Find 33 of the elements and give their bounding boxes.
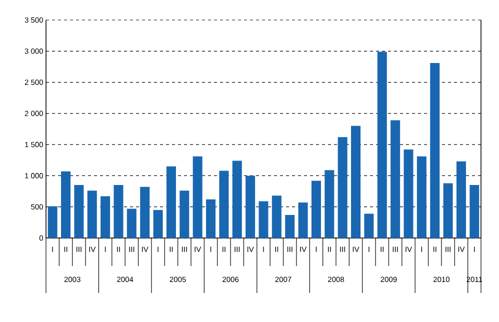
bar bbox=[404, 150, 414, 238]
bar bbox=[206, 199, 216, 238]
bar bbox=[351, 126, 361, 238]
bar bbox=[153, 210, 163, 238]
bar bbox=[232, 160, 242, 238]
bar bbox=[338, 137, 348, 238]
bar bbox=[48, 206, 58, 238]
bar bbox=[311, 180, 321, 238]
bar bbox=[192, 156, 202, 238]
bar bbox=[285, 214, 295, 238]
bar bbox=[74, 185, 84, 238]
bar bbox=[140, 186, 150, 238]
bar bbox=[430, 62, 440, 238]
bar bbox=[114, 185, 124, 238]
bar bbox=[219, 170, 229, 238]
bar bbox=[87, 190, 97, 238]
bar bbox=[272, 196, 282, 238]
bar bbox=[456, 161, 466, 238]
bar bbox=[258, 201, 268, 238]
bar bbox=[166, 166, 176, 238]
bar bbox=[443, 183, 453, 238]
bar bbox=[298, 202, 308, 238]
bar bbox=[416, 156, 426, 238]
bar bbox=[324, 170, 334, 238]
bar bbox=[126, 208, 136, 238]
bar bbox=[246, 176, 256, 238]
bar bbox=[100, 196, 110, 238]
bar bbox=[390, 120, 400, 238]
bar bbox=[470, 185, 480, 238]
bar bbox=[180, 190, 190, 238]
bar bbox=[377, 52, 387, 238]
bar bbox=[364, 214, 374, 238]
bar bbox=[61, 171, 71, 238]
